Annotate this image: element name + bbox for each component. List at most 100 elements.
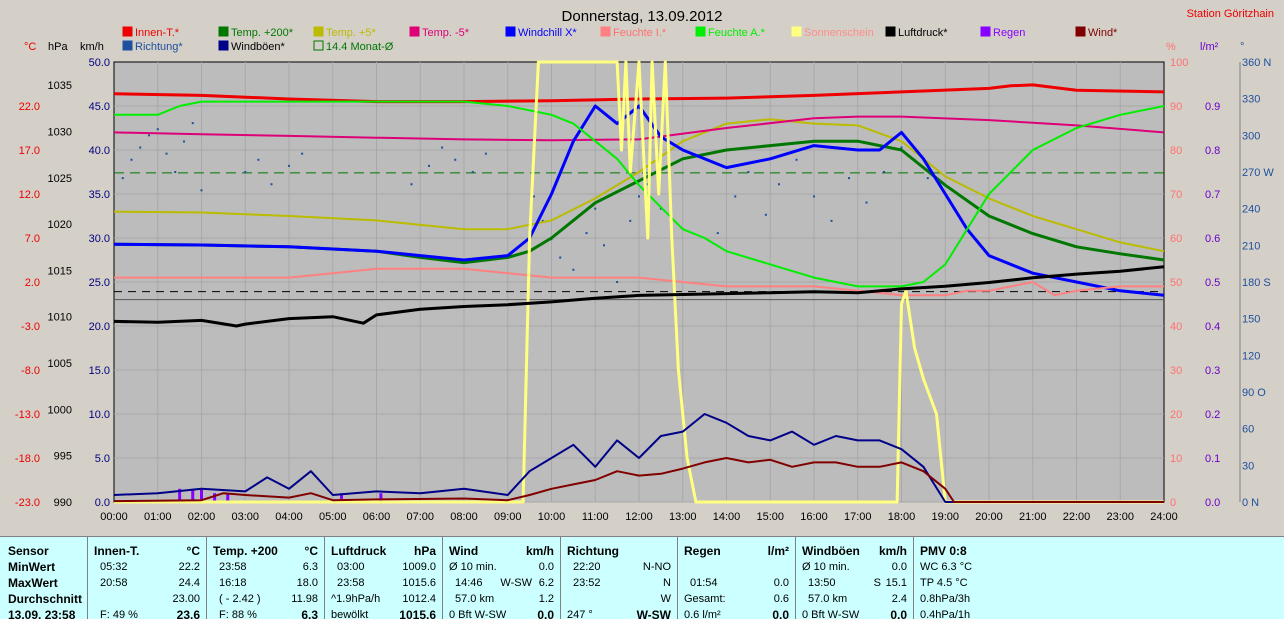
wind-tick-label: 45.0 <box>89 101 110 113</box>
sensor-column: Sensor MinWert MaxWert Durchschnitt 13.0… <box>0 537 88 619</box>
series-line <box>113 413 1164 503</box>
legend-label: Feuchte A.* <box>708 27 766 39</box>
legend-swatch <box>313 40 324 51</box>
station-name: Station Göritzhain <box>1187 8 1274 20</box>
innen-min-time: 05:32 <box>100 561 128 573</box>
x-tick-label: 04:00 <box>275 511 303 523</box>
direction-point <box>594 207 597 210</box>
direction-point <box>572 268 575 271</box>
temp-tick-label: -13.0 <box>15 409 40 421</box>
druck-max-time: 23:58 <box>337 577 365 589</box>
legend-swatch <box>122 26 133 37</box>
axis-unit-label: % <box>1166 41 1176 53</box>
x-tick-label: 14:00 <box>713 511 741 523</box>
wind-max-dir: W-SW <box>500 577 532 589</box>
rain-tick-label: 0.1 <box>1205 453 1220 465</box>
legend-swatch <box>505 26 516 37</box>
legend-label: Feuchte I.* <box>613 27 667 39</box>
direction-point <box>410 183 413 186</box>
druck-column: Luftdruck hPa 03:00 1009.0 23:58 1015.6 ^1.… <box>325 537 443 619</box>
chart-title: Donnerstag, 13.09.2012 <box>562 8 723 25</box>
temp200-avg-note: ( - 2.42 ) <box>219 593 261 605</box>
innen-min-value: 22.2 <box>178 561 200 573</box>
temp-tick-label: 7.0 <box>25 233 40 245</box>
pressure-tick-label: 1000 <box>48 404 72 416</box>
legend-label: Wind* <box>1088 27 1118 39</box>
rain-tick-label: 0.4 <box>1205 321 1220 333</box>
row-label-min: MinWert <box>8 560 56 574</box>
legend-swatch <box>980 26 991 37</box>
direction-point <box>301 152 304 155</box>
legend-label: Luftdruck* <box>898 27 948 39</box>
boeen-column: Windböen km/h Ø 10 min. 0.0 13:50 S 15.1 57.… <box>796 537 914 619</box>
direction-point <box>428 164 430 167</box>
axis-unit-label: km/h <box>80 41 104 53</box>
richtung-avg-value: W <box>660 593 671 605</box>
row-label-max: MaxWert <box>8 576 58 590</box>
x-tick-label: 11:00 <box>582 511 609 523</box>
direction-point <box>659 207 662 210</box>
x-tick-label: 18:00 <box>888 511 916 523</box>
direction-point <box>848 177 850 180</box>
innen-avg-value: 23.00 <box>172 593 200 605</box>
pmv-trend-3h: 0.8hPa/3h <box>920 593 971 605</box>
x-tick-label: 13:00 <box>669 511 697 523</box>
axis-unit-label: l/m² <box>1200 41 1219 53</box>
wind-tick-label: 0.0 <box>95 497 110 509</box>
druck-header: Luftdruck <box>331 544 387 558</box>
pressure-tick-label: 990 <box>54 497 72 509</box>
pressure-tick-label: 995 <box>54 451 72 463</box>
richtung-max-value: N <box>663 577 671 589</box>
direction-point <box>441 146 444 149</box>
temp-tick-label: -3.0 <box>21 321 40 333</box>
regen-max-time: 01:54 <box>690 577 718 589</box>
x-tick-label: 02:00 <box>188 511 216 523</box>
x-tick-label: 22:00 <box>1063 511 1091 523</box>
series-line <box>113 457 1164 503</box>
temp-tick-label: 2.0 <box>25 277 40 289</box>
direction-point <box>156 128 159 131</box>
boeen-avg-label: Ø 10 min. <box>802 561 850 573</box>
druck-avg-value: 1012.4 <box>402 593 436 605</box>
temp200-current-value: 6.3 <box>301 608 318 619</box>
boeen-max-value: 15.1 <box>885 577 907 589</box>
direction-point <box>454 158 457 161</box>
chart-series <box>113 60 1165 504</box>
series-line <box>113 118 1165 253</box>
druck-min-time: 03:00 <box>337 561 365 573</box>
pmv-column: PMV 0:8 WC 6.3 °C TP 4.5 °C 0.8hPa/3h 0.… <box>914 537 1034 619</box>
direction-point <box>121 177 124 180</box>
direction-point <box>603 244 605 247</box>
direction-point <box>716 232 719 235</box>
humidity-tick-label: 30 <box>1170 365 1182 377</box>
direction-point <box>139 146 142 149</box>
wind-current-value: 0.0 <box>537 608 554 619</box>
innen-unit: °C <box>186 544 200 558</box>
chart-legend: Innen-T.* Temp. +200* Temp. +5* Temp. -5* Wi… <box>122 26 1118 53</box>
legend-swatch <box>218 26 229 37</box>
direction-point <box>541 219 544 222</box>
direction-point <box>795 158 798 161</box>
sensor-header: Sensor <box>8 544 49 558</box>
x-tick-label: 15:00 <box>756 511 784 523</box>
direction-tick-label: 0 N <box>1242 497 1259 509</box>
direction-point <box>764 213 767 216</box>
rain-tick-label: 0.8 <box>1205 145 1220 157</box>
legend-label: Richtung* <box>135 41 183 53</box>
pressure-tick-label: 1035 <box>48 80 72 92</box>
innen-column: Innen-T. °C 05:32 22.2 20:58 24.4 23.00 F: … <box>88 537 207 619</box>
richtung-max-time: 23:52 <box>573 577 601 589</box>
x-tick-label: 16:00 <box>800 511 828 523</box>
regen-header: Regen <box>684 544 721 558</box>
temp200-min-value: 6.3 <box>302 561 318 573</box>
legend-label: Temp. +5* <box>326 27 377 39</box>
direction-tick-label: 30 <box>1242 460 1254 472</box>
druck-trend: ^1.9hPa/h <box>331 593 381 605</box>
direction-point <box>174 171 177 173</box>
temp200-max-time: 16:18 <box>219 577 247 589</box>
direction-tick-label: 300 <box>1242 130 1260 142</box>
regen-total-value: 0.6 <box>773 593 789 605</box>
axis-unit-label: hPa <box>48 41 68 53</box>
direction-point <box>559 256 562 259</box>
regen-current-value: 0.0 <box>772 608 789 619</box>
